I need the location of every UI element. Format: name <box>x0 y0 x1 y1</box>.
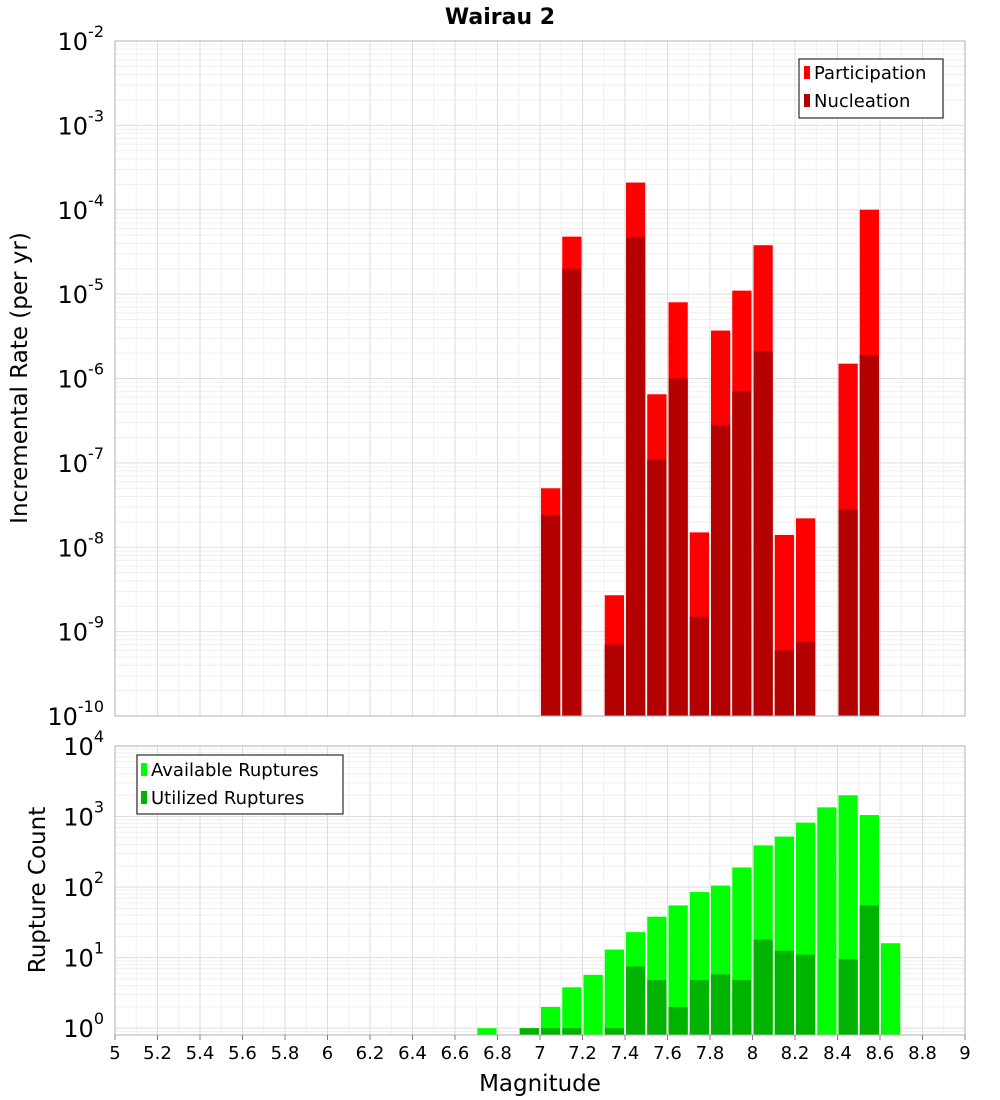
count-y-tick-label: 102 <box>63 868 104 902</box>
rate-gridlines <box>114 41 966 717</box>
rate-y-ticks: 10-10 10-9 10-8 10-7 10-6 10-5 10-4 10-3 10-2 <box>47 22 104 731</box>
rate-bar-nucleation <box>626 237 646 716</box>
count-bar-utilized-ruptures <box>647 980 667 1035</box>
count-x-tick-label: 5.2 <box>143 1043 172 1064</box>
count-bar-utilized-ruptures <box>732 980 752 1035</box>
count-y-axis-label: Rupture Count <box>25 807 51 973</box>
rate-bar-nucleation <box>541 515 561 716</box>
rate-bar-nucleation <box>689 616 709 716</box>
legend-swatch-available <box>141 763 147 776</box>
count-legend: Available Ruptures Utilized Ruptures <box>136 754 344 815</box>
rate-bar-nucleation <box>774 650 794 716</box>
rate-bar-nucleation <box>668 378 688 716</box>
count-x-tick-label: 7.4 <box>611 1043 640 1064</box>
legend-swatch-nucleation <box>804 94 810 107</box>
count-x-tick-label: 7.8 <box>696 1043 725 1064</box>
rate-bar-nucleation <box>753 351 773 716</box>
count-y-ticks: 100 101 102 103 104 <box>63 727 104 1043</box>
rate-y-tick-label: 10-7 <box>58 444 105 478</box>
count-bar-utilized-ruptures <box>753 939 773 1035</box>
count-x-tick-label: 8.2 <box>781 1043 810 1064</box>
count-bar-utilized-ruptures <box>711 974 731 1035</box>
count-x-tick-label: 7.2 <box>568 1043 597 1064</box>
rate-bar-nucleation <box>604 644 624 716</box>
count-x-tick-label: 5.8 <box>271 1043 300 1064</box>
count-bar-utilized-ruptures <box>838 959 858 1035</box>
count-bar-utilized-ruptures <box>519 1028 539 1035</box>
count-bar-utilized-ruptures <box>796 954 816 1035</box>
count-x-tick-label: 8 <box>747 1043 758 1064</box>
count-bar-available-ruptures <box>817 807 837 1035</box>
count-y-tick-label: 100 <box>63 1009 104 1043</box>
count-bar-available-ruptures <box>562 987 582 1035</box>
count-x-ticks: 5 5.2 5.4 5.6 5.8 6 6.2 6.4 6.6 6.8 7 7.2 7.4 7.6 7.8 8… <box>109 1035 971 1064</box>
count-x-tick-label: 5.6 <box>228 1043 257 1064</box>
count-x-tick-label: 6.2 <box>356 1043 385 1064</box>
chart-title: Wairau 2 <box>445 5 555 30</box>
count-panel: 100 101 102 103 104 5 5.2 5.4 5.6 5.8 6 6.2 6.4 6.6 6… <box>25 727 971 1097</box>
rate-y-tick-label: 10-8 <box>58 528 105 562</box>
legend-label-nucleation: Nucleation <box>814 91 910 112</box>
legend-label-available: Available Ruptures <box>151 760 319 781</box>
count-x-tick-label: 6 <box>322 1043 333 1064</box>
legend-label-utilized: Utilized Ruptures <box>151 788 304 809</box>
rate-y-tick-label: 10-5 <box>58 275 105 309</box>
rate-y-tick-label: 10-2 <box>58 22 105 56</box>
rate-y-tick-label: 10-10 <box>47 697 104 731</box>
count-x-tick-label: 6.4 <box>398 1043 427 1064</box>
rate-bars <box>541 182 879 717</box>
count-legend-box <box>136 754 344 815</box>
count-x-tick-label: 7 <box>534 1043 545 1064</box>
count-x-tick-label: 9 <box>959 1043 970 1064</box>
count-x-tick-label: 6.8 <box>483 1043 512 1064</box>
count-bar-utilized-ruptures <box>774 950 794 1035</box>
rate-y-tick-label: 10-3 <box>58 106 105 140</box>
rate-bar-nucleation <box>859 354 879 716</box>
count-y-tick-label: 101 <box>63 939 104 973</box>
count-bar-utilized-ruptures <box>541 1028 561 1035</box>
count-bar-utilized-ruptures <box>859 905 879 1035</box>
count-x-tick-label: 5 <box>109 1043 120 1064</box>
count-bar-available-ruptures <box>604 949 624 1035</box>
count-x-tick-label: 8.6 <box>866 1043 895 1064</box>
count-gridlines <box>114 746 966 1036</box>
rate-y-tick-label: 10-6 <box>58 360 105 394</box>
legend-label-participation: Participation <box>814 63 926 84</box>
rate-bar-nucleation <box>647 459 667 716</box>
rate-y-tick-label: 10-9 <box>58 613 105 647</box>
rate-bar-nucleation <box>796 642 816 716</box>
rate-legend: Participation Nucleation <box>798 58 944 119</box>
count-y-tick-label: 103 <box>63 798 104 832</box>
count-bar-available-ruptures <box>881 943 901 1035</box>
count-bar-available-ruptures <box>477 1028 497 1035</box>
rate-y-axis-label: Incremental Rate (per yr) <box>7 232 33 524</box>
count-bars <box>477 795 901 1035</box>
count-bar-available-ruptures <box>583 974 603 1035</box>
rate-legend-box <box>798 58 944 119</box>
rate-y-tick-label: 10-4 <box>58 191 105 225</box>
rate-panel: 10-10 10-9 10-8 10-7 10-6 10-5 10-4 10-3 10-2 In… <box>7 22 966 731</box>
count-x-axis-label: Magnitude <box>479 1071 601 1097</box>
count-x-tick-label: 6.6 <box>441 1043 470 1064</box>
count-bar-utilized-ruptures <box>668 1006 688 1035</box>
rate-bar-nucleation <box>732 391 752 716</box>
rate-bar-nucleation <box>838 509 858 716</box>
legend-swatch-utilized <box>141 791 147 804</box>
count-x-tick-label: 5.4 <box>186 1043 215 1064</box>
count-x-tick-label: 8.8 <box>908 1043 937 1064</box>
rate-bar-nucleation <box>562 268 582 716</box>
count-bar-available-ruptures <box>541 1006 561 1035</box>
rate-plot-frame <box>114 40 966 717</box>
count-bar-utilized-ruptures <box>626 966 646 1035</box>
count-bar-available-ruptures <box>668 905 688 1035</box>
count-x-tick-label: 8.4 <box>823 1043 852 1064</box>
rate-bar-nucleation <box>711 425 731 716</box>
count-x-tick-label: 7.6 <box>653 1043 682 1064</box>
count-y-tick-label: 104 <box>63 727 104 761</box>
count-bar-utilized-ruptures <box>689 980 709 1035</box>
count-bar-utilized-ruptures <box>604 1028 624 1035</box>
count-bar-utilized-ruptures <box>562 1028 582 1035</box>
legend-swatch-participation <box>804 66 810 79</box>
